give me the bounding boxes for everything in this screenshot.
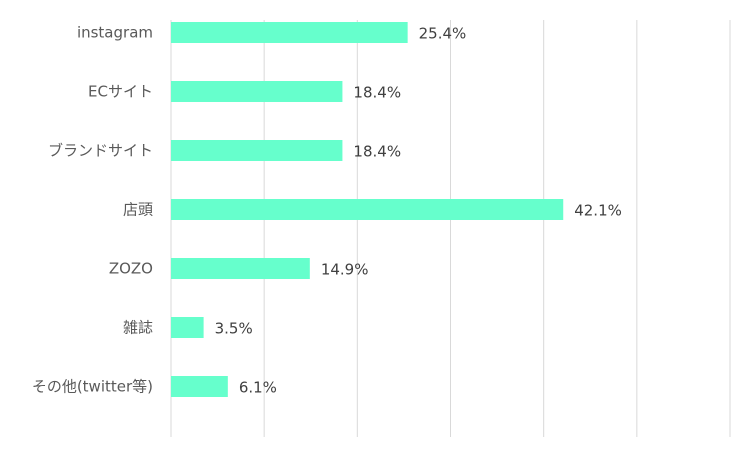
category-label: ECサイト xyxy=(88,83,153,101)
category-label: ブランドサイト xyxy=(48,142,153,160)
bar xyxy=(171,199,564,220)
bar xyxy=(171,317,204,338)
bar xyxy=(171,258,310,279)
category-label: instagram xyxy=(77,24,153,42)
category-label: 店頭 xyxy=(123,201,153,219)
bar xyxy=(171,140,343,161)
data-label: 25.4% xyxy=(419,25,467,43)
category-label: ZOZO xyxy=(109,260,153,278)
category-label: その他(twitter等) xyxy=(32,378,153,396)
data-label: 6.1% xyxy=(239,379,277,397)
bars xyxy=(171,22,564,397)
data-label: 18.4% xyxy=(353,143,401,161)
data-label: 3.5% xyxy=(215,320,253,338)
data-label: 18.4% xyxy=(353,84,401,102)
bar xyxy=(171,376,228,397)
value-labels: 25.4% 18.4% 18.4% 42.1% 14.9% 3.5% 6.1% xyxy=(215,25,622,397)
bar xyxy=(171,81,343,102)
category-label: 雑誌 xyxy=(123,319,153,337)
data-label: 42.1% xyxy=(574,202,622,220)
data-label: 14.9% xyxy=(321,261,369,279)
bar xyxy=(171,22,408,43)
